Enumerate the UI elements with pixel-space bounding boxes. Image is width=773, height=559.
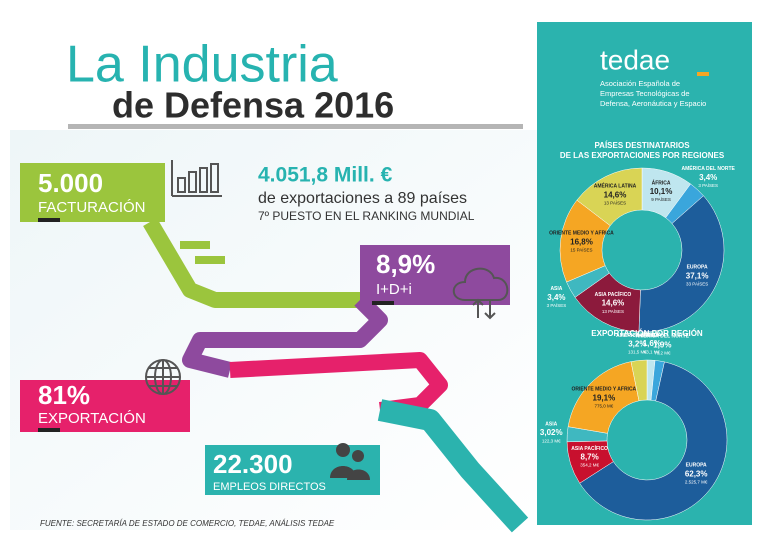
cloud-icon [452,267,509,320]
export-line3: 7º PUESTO EN EL RANKING MUNDIAL [258,209,475,223]
segment-category: ORIENTE MEDIO Y AFRICA [549,231,614,237]
segment-sublabel: 3 PAÍSES [547,302,567,308]
segment-value: 3,4% [547,293,565,302]
donut-segment [579,361,728,521]
segment-value: 1,6% [643,339,661,348]
segment-sublabel: 131,5 M€ [628,350,647,355]
segment-category: ÁFRICA [652,179,671,186]
segment-category: EUROPA [686,463,707,469]
donut-segment [638,195,725,333]
segment-category: AMÉRICA LATINA [616,331,659,339]
segment-category: AMÉRICA LATINA [594,182,637,190]
footer: FUENTE: SECRETARÍA DE ESTADO DE COMERCIO… [40,519,335,528]
segment-category: AMÉRICA DEL NORTE [636,332,690,340]
road-green [143,217,360,308]
segment-value: 37,1% [686,271,709,280]
underline [38,428,60,432]
segment-sublabel: 9 PAÍSES [651,196,671,202]
exportacion-box [20,380,190,432]
logo-tagline: Asociación Española de [600,79,680,88]
segment-category: ASIA [545,421,557,427]
chart-title: EXPORTACIÓN POR REGIÓN [591,329,703,338]
title-rule [68,124,523,129]
logo-flag [697,72,709,76]
export-amount: 4.051,8 Mill. € [258,164,393,187]
segment-category: ASIA PACÍFICO [595,290,632,298]
segment-value: 3,02% [540,428,563,437]
road-purple [182,294,388,378]
segment-category: ORIENTE MEDIO Y AFRICA [572,387,637,393]
idi-value: 8,9% [376,249,435,279]
segment-category: ASIA PACÍFICO [571,444,608,452]
segment-value: 10,1% [650,187,673,196]
facturacion-box [20,163,165,222]
segment-value: 14,6% [604,190,627,199]
segment-value: 19,1% [593,393,616,402]
empleos-label: EMPLEOS DIRECTOS [213,481,326,493]
segment-sublabel: 78,2 M€ [654,350,671,355]
chart-icon [171,160,222,197]
title-line1: La Industria [66,36,338,94]
logo-tagline: Empresas Tecnológicas de [600,89,690,98]
road-teal [377,399,529,533]
segment-value: 16,8% [570,237,593,246]
segment-sublabel: 3 PAÍSES [698,182,718,188]
segment-sublabel: 13 PAÍSES [602,308,624,314]
exportacion-label: EXPORTACIÓN [38,410,146,427]
segment-sublabel: 63,1 M€ [644,349,661,354]
chart-title: PAÍSES DESTINATARIOS [594,141,690,150]
segment-sublabel: 33 PAÍSES [686,280,708,286]
segment-sublabel: 15 PAÍSES [570,247,592,253]
segment-value: 62,3% [685,469,708,478]
road [143,217,529,533]
donut-segment [630,359,648,402]
export-line2: de exportaciones a 89 países [258,190,467,207]
title-line2: de Defensa 2016 [112,85,394,126]
underline [38,218,60,222]
segment-category: ASIA [550,286,562,292]
segment-sublabel: 122,3 M€ [542,438,561,443]
logo-tagline: Defensa, Aeronáutica y Espacio [600,99,706,108]
idi-label: I+D+i [376,281,412,298]
segment-sublabel: 775,0 M€ [594,403,613,408]
segment-category: AMÉRICA DEL NORTE [682,164,736,172]
chart-title: DE LAS EXPORTACIONES POR REGIONES [560,151,725,160]
segment-sublabel: 354,2 M€ [580,463,599,468]
facturacion-label: FACTURACIÓN [38,199,146,216]
underline [372,301,394,305]
empleos-value: 22.300 [213,449,293,479]
segment-value: 14,6% [602,299,625,308]
exportacion-value: 81% [38,380,90,410]
globe-icon [145,359,181,395]
segment-category: EUROPA [687,264,708,270]
facturacion-value: 5.000 [38,168,103,198]
segment-value: 3,4% [699,173,717,182]
segment-value: 1,9% [653,340,671,349]
idi-box [360,245,510,305]
segment-sublabel: 13 PAÍSES [604,199,626,205]
segment-value: 8,7% [581,453,599,462]
segment-category: ÁFRICA [642,331,661,338]
segment-value: 3,2% [628,340,646,349]
logo: tedae [600,44,670,75]
people-icon [330,443,370,480]
segment-sublabel: 2.525,7 M€ [685,480,708,485]
donut-segment [576,167,643,227]
road-marks [180,241,225,264]
